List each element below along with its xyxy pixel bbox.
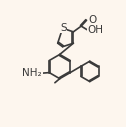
Text: NH₂: NH₂ (22, 68, 42, 78)
Text: OH: OH (88, 25, 104, 35)
Text: S: S (60, 22, 67, 33)
Text: O: O (88, 15, 96, 25)
